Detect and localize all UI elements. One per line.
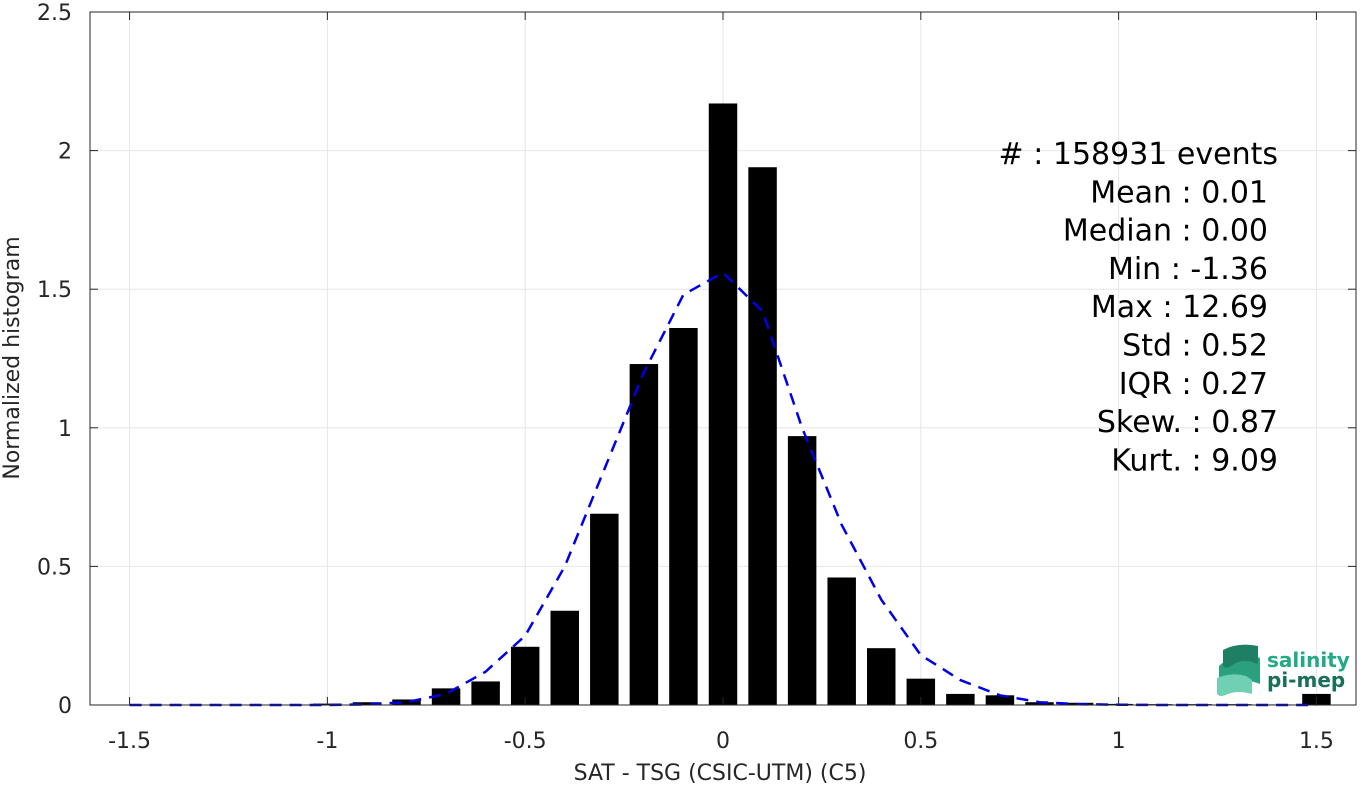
histogram-bar: [471, 681, 500, 705]
x-tick-label: -1.5: [108, 729, 151, 754]
y-tick-label: 1.5: [37, 278, 72, 303]
histogram-bar: [392, 699, 421, 705]
stat-line: Mean : 0.01: [1090, 175, 1268, 210]
stat-line: IQR : 0.27: [1119, 367, 1268, 402]
histogram-bar: [669, 328, 698, 705]
logo-line2: pi-mep: [1267, 668, 1345, 692]
x-tick-label: 0.5: [903, 729, 938, 754]
stat-line: Max : 12.69: [1091, 290, 1268, 325]
bars: [313, 103, 1331, 705]
histogram-bar: [629, 364, 659, 705]
x-tick-label: 1.5: [1299, 729, 1334, 754]
x-axis-ticks: -1.5 -1 -0.5 0 0.5 1 1.5: [108, 12, 1334, 754]
y-tick-label: 0.5: [37, 555, 72, 580]
logo-line1: salinity: [1267, 648, 1350, 672]
y-axis-ticks: 0 0.5 1 1.5 2 2.5: [37, 1, 1356, 719]
x-tick-label: 0: [716, 729, 730, 754]
stat-line: Std : 0.52: [1122, 329, 1268, 364]
logo-icon: [1217, 644, 1260, 696]
stat-line: # : 158931 events: [999, 137, 1278, 172]
salinity-pi-mep-logo: salinity pi-mep: [1217, 644, 1350, 696]
histogram-bar: [867, 648, 896, 705]
y-tick-label: 0: [58, 694, 72, 719]
histogram-bar: [946, 693, 975, 705]
y-tick-label: 2: [58, 140, 72, 165]
y-tick-label: 2.5: [37, 1, 72, 26]
stat-line: Min : -1.36: [1108, 252, 1268, 287]
stat-line: Median : 0.00: [1063, 214, 1268, 249]
histogram-bar: [827, 577, 856, 705]
histogram-bar: [748, 167, 777, 705]
histogram-bar: [352, 702, 382, 705]
y-tick-label: 1: [58, 417, 72, 442]
histogram-bar: [1025, 702, 1054, 705]
y-axis-title: Normalized histogram: [0, 236, 25, 479]
histogram-bar: [550, 610, 579, 705]
histogram-bar: [431, 688, 461, 705]
x-tick-label: -1: [316, 729, 338, 754]
histogram-bar: [708, 103, 738, 705]
stat-line: Kurt. : 9.09: [1111, 443, 1278, 478]
stat-line: Skew. : 0.87: [1097, 405, 1278, 440]
histogram-bar: [787, 436, 817, 705]
histogram-bar: [590, 513, 619, 705]
x-tick-label: 1: [1112, 729, 1126, 754]
x-tick-label: -0.5: [504, 729, 547, 754]
histogram-bar: [510, 646, 540, 705]
histogram-bar: [985, 695, 1015, 705]
x-axis-title: SAT - TSG (CSIC-UTM) (C5): [574, 761, 867, 785]
